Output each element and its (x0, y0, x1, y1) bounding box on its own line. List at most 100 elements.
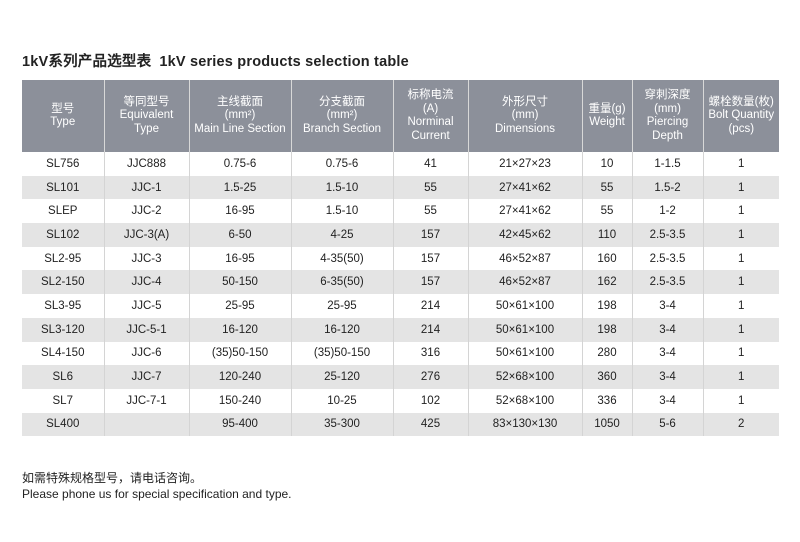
cell-main-line-section: 95-400 (189, 412, 292, 437)
cell-weight: 1050 (582, 412, 633, 437)
cell-piercing-depth: 3-4 (632, 388, 704, 413)
cell-weight: 280 (582, 341, 633, 366)
cell-main-line-section: 25-95 (189, 294, 292, 318)
cell-main-line-section: 0.75-6 (189, 152, 292, 176)
cell-dimensions: 21×27×23 (468, 152, 583, 176)
cell-bolt-quantity: 2 (703, 412, 779, 437)
table-row: SL102 JJC-3(A) 6-50 4-25 157 42×45×62 110 2.5-3… (22, 223, 779, 247)
table-body: SL756 JJC888 0.75-6 0.75-6 41 21×27×23 10 1-1.5… (22, 152, 779, 437)
cell-type: SL400 (22, 412, 105, 437)
cell-weight: 336 (582, 388, 633, 413)
cell-branch-section: 0.75-6 (291, 152, 394, 176)
table-title-cn: 1kV系列产品选型表 (22, 54, 152, 70)
cell-equivalent-type (104, 412, 190, 437)
cell-dimensions: 52×68×100 (468, 365, 583, 389)
table-row: SL3-120 JJC-5-1 16-120 16-120 214 50×61×100 19… (22, 317, 779, 342)
cell-type: SL7 (22, 388, 105, 413)
cell-piercing-depth: 5-6 (632, 412, 704, 437)
cell-piercing-depth: 2.5-3.5 (632, 223, 704, 247)
cell-dimensions: 42×45×62 (468, 223, 583, 247)
cell-nominal-current: 102 (393, 388, 469, 413)
header-branch-section: 分支截面 (mm²) Branch Section (291, 80, 394, 152)
cell-weight: 55 (582, 175, 633, 200)
table-row: SL6 JJC-7 120-240 25-120 276 52×68×100 360 3-4 1 (22, 365, 779, 389)
cell-bolt-quantity: 1 (703, 294, 779, 318)
header-weight: 重量(g) Weight (582, 80, 633, 152)
header-type: 型号 Type (22, 80, 105, 152)
header-equivalent-type: 等同型号 Equivalent Type (104, 80, 190, 152)
table-row: SL4-150 JJC-6 (35)50-150 (35)50-150 316 50×61… (22, 341, 779, 366)
table-row: SLEP JJC-2 16-95 1.5-10 55 27×41×62 55 1-2 1 (22, 199, 779, 224)
cell-nominal-current: 41 (393, 152, 469, 176)
cell-dimensions: 83×130×130 (468, 412, 583, 437)
cell-piercing-depth: 1-2 (632, 199, 704, 224)
cell-type: SL102 (22, 223, 105, 247)
cell-branch-section: 25-120 (291, 365, 394, 389)
header-nominal-current: 标称电流 (A) Norminal Current (393, 80, 469, 152)
cell-main-line-section: (35)50-150 (189, 341, 292, 366)
cell-dimensions: 27×41×62 (468, 199, 583, 224)
cell-type: SL2-95 (22, 246, 105, 271)
footnote-en: Please phone us for special specificatio… (22, 487, 292, 501)
cell-branch-section: (35)50-150 (291, 341, 394, 366)
cell-bolt-quantity: 1 (703, 270, 779, 295)
table-row: SL2-95 JJC-3 16-95 4-35(50) 157 46×52×87 160 2.… (22, 246, 779, 271)
header-main-line-section: 主线截面 (mm²) Main Line Section (189, 80, 292, 152)
cell-branch-section: 6-35(50) (291, 270, 394, 295)
cell-piercing-depth: 2.5-3.5 (632, 270, 704, 295)
cell-dimensions: 50×61×100 (468, 341, 583, 366)
cell-branch-section: 4-25 (291, 223, 394, 247)
cell-weight: 198 (582, 317, 633, 342)
cell-type: SL3-120 (22, 317, 105, 342)
cell-nominal-current: 157 (393, 223, 469, 247)
cell-branch-section: 1.5-10 (291, 199, 394, 224)
cell-dimensions: 46×52×87 (468, 270, 583, 295)
cell-branch-section: 1.5-10 (291, 175, 394, 200)
cell-type: SLEP (22, 199, 105, 224)
cell-piercing-depth: 1.5-2 (632, 175, 704, 200)
cell-bolt-quantity: 1 (703, 175, 779, 200)
cell-weight: 110 (582, 223, 633, 247)
cell-weight: 198 (582, 294, 633, 318)
cell-main-line-section: 120-240 (189, 365, 292, 389)
header-bolt-quantity: 螺栓数量(枚) Bolt Quantity (pcs) (703, 80, 779, 152)
cell-weight: 160 (582, 246, 633, 271)
cell-weight: 162 (582, 270, 633, 295)
cell-nominal-current: 157 (393, 270, 469, 295)
cell-main-line-section: 16-95 (189, 199, 292, 224)
cell-nominal-current: 157 (393, 246, 469, 271)
cell-nominal-current: 55 (393, 175, 469, 200)
cell-piercing-depth: 3-4 (632, 365, 704, 389)
cell-type: SL756 (22, 152, 105, 176)
cell-dimensions: 52×68×100 (468, 388, 583, 413)
cell-equivalent-type: JJC888 (104, 152, 190, 176)
cell-dimensions: 46×52×87 (468, 246, 583, 271)
cell-equivalent-type: JJC-1 (104, 175, 190, 200)
cell-piercing-depth: 1-1.5 (632, 152, 704, 176)
cell-branch-section: 35-300 (291, 412, 394, 437)
cell-equivalent-type: JJC-5 (104, 294, 190, 318)
cell-bolt-quantity: 1 (703, 365, 779, 389)
table-header-row: 型号 Type 等同型号 Equivalent Type 主线截面 (mm²) Main… (22, 80, 779, 152)
cell-type: SL6 (22, 365, 105, 389)
cell-bolt-quantity: 1 (703, 317, 779, 342)
cell-bolt-quantity: 1 (703, 341, 779, 366)
cell-bolt-quantity: 1 (703, 246, 779, 271)
table-row: SL101 JJC-1 1.5-25 1.5-10 55 27×41×62 55 1.5-2 1 (22, 175, 779, 200)
cell-branch-section: 10-25 (291, 388, 394, 413)
cell-weight: 10 (582, 152, 633, 176)
table-row: SL756 JJC888 0.75-6 0.75-6 41 21×27×23 10 1-1.5… (22, 152, 779, 176)
footnote-cn: 如需特殊规格型号，请电话咨询。 (22, 471, 203, 485)
cell-main-line-section: 6-50 (189, 223, 292, 247)
cell-equivalent-type: JJC-5-1 (104, 317, 190, 342)
table-title: 1kV系列产品选型表 1kV series products selection … (22, 50, 409, 71)
cell-bolt-quantity: 1 (703, 223, 779, 247)
cell-nominal-current: 214 (393, 317, 469, 342)
cell-bolt-quantity: 1 (703, 152, 779, 176)
cell-dimensions: 27×41×62 (468, 175, 583, 200)
cell-main-line-section: 16-120 (189, 317, 292, 342)
header-piercing-depth: 穿刺深度 (mm) Piercing Depth (632, 80, 704, 152)
cell-type: SL3-95 (22, 294, 105, 318)
table-row: SL7 JJC-7-1 150-240 10-25 102 52×68×100 336 3-4… (22, 388, 779, 413)
cell-nominal-current: 214 (393, 294, 469, 318)
